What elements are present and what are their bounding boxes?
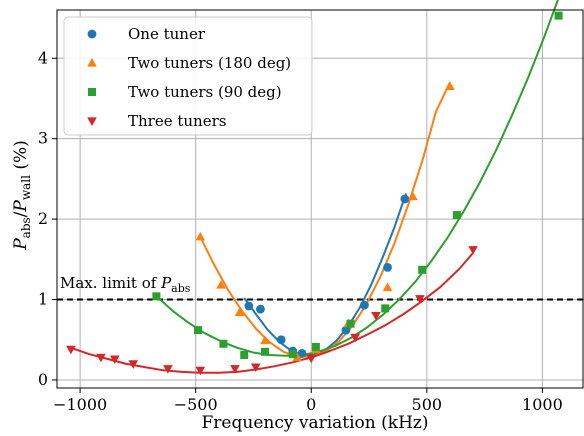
data-point	[400, 194, 410, 204]
data-point	[381, 304, 390, 313]
y-tick-label: 1	[38, 290, 48, 309]
max-limit-annotation: Max. limit of Pabs	[60, 274, 191, 295]
legend-box	[63, 16, 313, 136]
y-tick-label: 0	[38, 370, 48, 389]
data-point	[234, 307, 245, 316]
y-axis-label: Pabs/Pwall (%)	[11, 140, 33, 251]
data-point	[415, 295, 425, 304]
data-points	[66, 11, 563, 376]
ylabel-p2: P	[11, 200, 31, 213]
data-point	[341, 325, 351, 335]
data-point	[371, 312, 381, 321]
data-point	[230, 365, 240, 374]
data-point	[346, 319, 355, 328]
max-limit-sub: abs	[171, 282, 191, 295]
data-point	[216, 280, 226, 289]
axis-ticks: −1000 −500 0 500 1000 0 1 2 3 4	[38, 48, 563, 414]
y-tick-label: 4	[38, 48, 48, 67]
data-point	[250, 363, 261, 373]
max-limit-p: P	[160, 274, 172, 292]
data-point	[408, 191, 418, 201]
x-axis-label: Frequency variation (kHz)	[202, 413, 429, 433]
y-tick-label: 2	[38, 209, 48, 228]
data-point	[195, 366, 206, 376]
data-point	[163, 365, 173, 374]
fit-curve	[70, 252, 474, 374]
data-point	[468, 246, 478, 255]
data-point	[256, 304, 265, 314]
data-point	[260, 335, 270, 345]
data-point	[66, 345, 76, 355]
ylabel-sub1: abs	[19, 217, 33, 238]
data-point	[109, 355, 120, 365]
ylabel-sub2: wall	[19, 175, 33, 200]
ylabel-unit: (%)	[11, 140, 31, 175]
data-point	[554, 11, 563, 20]
data-point	[193, 326, 202, 335]
data-point	[152, 292, 161, 301]
x-tick-label: −1000	[53, 395, 107, 414]
data-point	[452, 211, 461, 220]
legend-label: Three tuners	[128, 112, 226, 130]
data-point	[219, 339, 228, 348]
max-limit-text: Max. limit of	[60, 274, 161, 292]
data-point	[382, 282, 393, 292]
data-point	[96, 353, 106, 363]
legend-marker	[88, 88, 96, 96]
data-point	[360, 300, 369, 310]
legend-label: Two tuners (180 deg)	[128, 54, 291, 72]
legend: One tuner Two tuners (180 deg) Two tuners …	[63, 16, 313, 136]
data-point	[128, 360, 139, 369]
data-point	[311, 342, 320, 351]
x-tick-label: −500	[174, 395, 218, 414]
data-point	[297, 349, 307, 358]
data-point	[292, 352, 303, 362]
data-point	[306, 354, 317, 364]
legend-marker	[87, 58, 97, 67]
ylabel-slash: /	[11, 211, 31, 217]
legend-marker	[87, 117, 97, 126]
x-tick-label: 0	[306, 395, 316, 414]
x-tick-label: 500	[412, 395, 443, 414]
data-point	[350, 333, 360, 343]
legend-marker	[87, 29, 97, 39]
data-point	[383, 262, 392, 272]
data-point	[276, 335, 286, 345]
legend-label: Two tuners (90 deg)	[128, 83, 282, 101]
plot-frame	[56, 9, 584, 389]
data-point	[261, 347, 270, 356]
data-point	[445, 81, 455, 91]
data-point	[240, 351, 249, 360]
legend-label: One tuner	[128, 25, 206, 43]
y-tick-label: 3	[38, 129, 48, 148]
data-point	[288, 350, 297, 359]
ylabel-p1: P	[11, 238, 31, 251]
data-point	[418, 265, 427, 274]
data-point	[244, 301, 254, 311]
x-tick-label: 1000	[522, 395, 563, 414]
data-point	[195, 231, 206, 241]
